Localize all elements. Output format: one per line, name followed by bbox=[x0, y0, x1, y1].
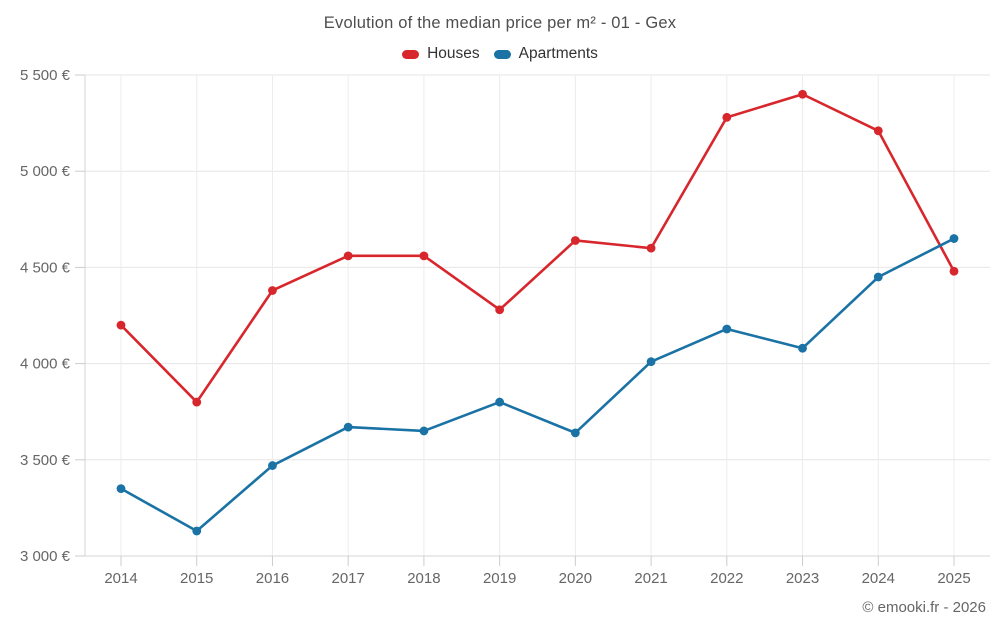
point-apartments-2019[interactable] bbox=[495, 397, 505, 407]
x-axis-tick-label: 2025 bbox=[937, 570, 970, 587]
chart-title: Evolution of the median price per m² - 0… bbox=[323, 14, 677, 32]
x-axis-tick-label: 2019 bbox=[483, 570, 516, 587]
y-axis-tick-label: 3 500 € bbox=[20, 452, 71, 469]
point-apartments-2021[interactable] bbox=[646, 357, 656, 367]
y-axis-tick-label: 5 500 € bbox=[20, 67, 71, 84]
y-axis-tick-label: 4 000 € bbox=[20, 356, 71, 373]
legend-item-apartments[interactable]: Apartments bbox=[493, 45, 598, 63]
point-houses-2014[interactable] bbox=[116, 320, 126, 330]
point-apartments-2022[interactable] bbox=[722, 324, 732, 334]
point-apartments-2015[interactable] bbox=[192, 526, 202, 536]
x-axis-tick-label: 2024 bbox=[862, 570, 895, 587]
series-line-houses bbox=[119, 92, 956, 404]
legend-label-apartments: Apartments bbox=[518, 45, 598, 62]
y-axis-tick-label: 3 000 € bbox=[20, 548, 71, 565]
point-houses-2021[interactable] bbox=[646, 243, 656, 253]
credits-link[interactable]: © emooki.fr - 2026 bbox=[862, 599, 986, 616]
x-axis-tick-label: 2016 bbox=[256, 570, 289, 587]
apartments-series-swatch-icon bbox=[493, 49, 511, 59]
point-apartments-2017[interactable] bbox=[343, 422, 353, 432]
point-apartments-2024[interactable] bbox=[873, 272, 883, 282]
point-houses-2018[interactable] bbox=[419, 251, 429, 261]
point-apartments-2018[interactable] bbox=[419, 426, 429, 436]
point-houses-2019[interactable] bbox=[495, 305, 505, 315]
houses-series-swatch-icon bbox=[402, 49, 420, 59]
legend-item-houses[interactable]: Houses bbox=[402, 45, 480, 63]
point-houses-2015[interactable] bbox=[192, 397, 202, 407]
point-houses-2022[interactable] bbox=[722, 112, 732, 122]
point-apartments-2016[interactable] bbox=[268, 461, 277, 470]
x-axis-tick-label: 2017 bbox=[331, 570, 364, 587]
x-axis-tick-label: 2014 bbox=[104, 570, 137, 587]
x-axis-tick-label: 2021 bbox=[634, 570, 667, 587]
point-apartments-2023[interactable] bbox=[798, 343, 807, 353]
x-axis-tick-label: 2023 bbox=[786, 570, 819, 587]
series-line-apartments bbox=[119, 237, 956, 533]
point-houses-2025[interactable] bbox=[949, 266, 959, 276]
x-axis-tick-label: 2015 bbox=[180, 570, 213, 587]
legend-label-houses: Houses bbox=[427, 45, 480, 62]
y-axis-tick-label: 5 000 € bbox=[20, 163, 71, 180]
point-apartments-2014[interactable] bbox=[116, 484, 126, 494]
x-axis-tick-label: 2022 bbox=[710, 570, 743, 587]
point-houses-2020[interactable] bbox=[570, 236, 580, 245]
point-apartments-2020[interactable] bbox=[570, 428, 580, 438]
point-apartments-2025[interactable] bbox=[949, 234, 959, 243]
x-axis-tick-label: 2018 bbox=[407, 570, 440, 587]
point-houses-2016[interactable] bbox=[268, 286, 277, 295]
point-houses-2023[interactable] bbox=[798, 89, 807, 99]
point-houses-2024[interactable] bbox=[873, 126, 883, 136]
legend: Houses Apartments bbox=[0, 45, 1000, 63]
point-houses-2017[interactable] bbox=[343, 251, 353, 261]
y-axis-tick-label: 4 500 € bbox=[20, 259, 71, 276]
x-axis-tick-label: 2020 bbox=[559, 570, 592, 587]
